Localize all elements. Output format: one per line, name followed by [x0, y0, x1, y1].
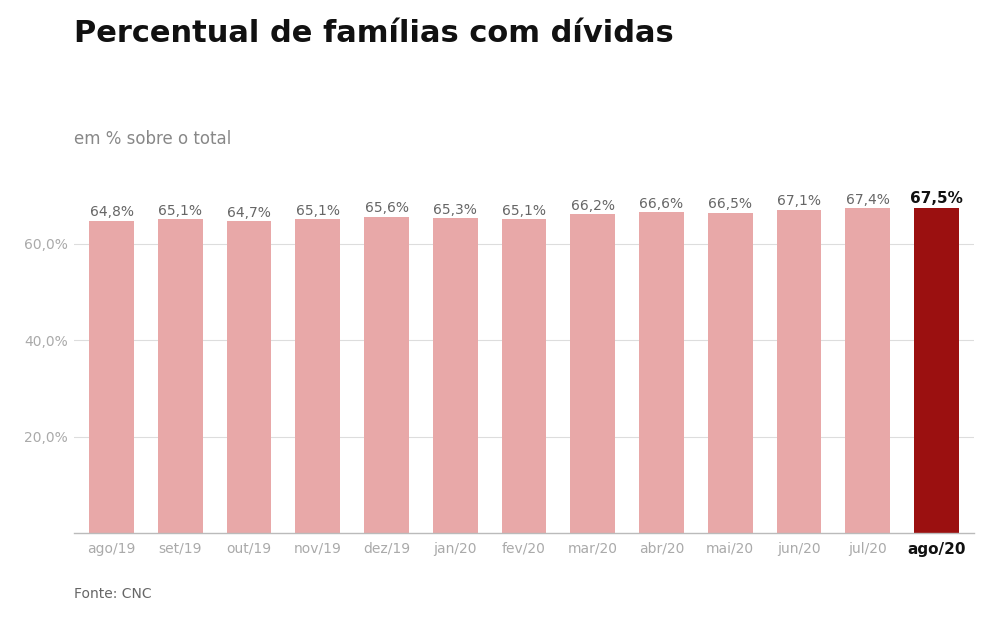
Bar	[364, 217, 409, 533]
Bar	[295, 219, 340, 533]
Text: 65,1%: 65,1%	[158, 204, 203, 218]
Text: Percentual de famílias com dívidas: Percentual de famílias com dívidas	[74, 19, 674, 48]
Text: 66,5%: 66,5%	[708, 197, 752, 211]
Bar	[90, 221, 134, 533]
Text: 67,4%: 67,4%	[845, 193, 890, 206]
Text: 64,8%: 64,8%	[90, 205, 134, 219]
Bar	[914, 208, 958, 533]
Bar	[433, 218, 477, 533]
Text: 67,5%: 67,5%	[910, 191, 962, 206]
Bar	[776, 210, 822, 533]
Text: 65,6%: 65,6%	[364, 202, 408, 215]
Text: 65,3%: 65,3%	[433, 203, 477, 217]
Bar	[707, 213, 753, 533]
Text: 65,1%: 65,1%	[296, 204, 339, 218]
Bar	[845, 208, 890, 533]
Text: em % sobre o total: em % sobre o total	[74, 130, 231, 148]
Text: 67,1%: 67,1%	[777, 194, 821, 208]
Bar	[226, 221, 272, 533]
Bar	[158, 219, 203, 533]
Text: 66,6%: 66,6%	[640, 197, 684, 211]
Bar	[502, 219, 546, 533]
Bar	[571, 214, 615, 533]
Text: Fonte: CNC: Fonte: CNC	[74, 587, 152, 601]
Bar	[639, 212, 684, 533]
Text: 64,7%: 64,7%	[227, 206, 271, 219]
Text: 65,1%: 65,1%	[502, 204, 546, 218]
Text: 66,2%: 66,2%	[571, 198, 615, 213]
